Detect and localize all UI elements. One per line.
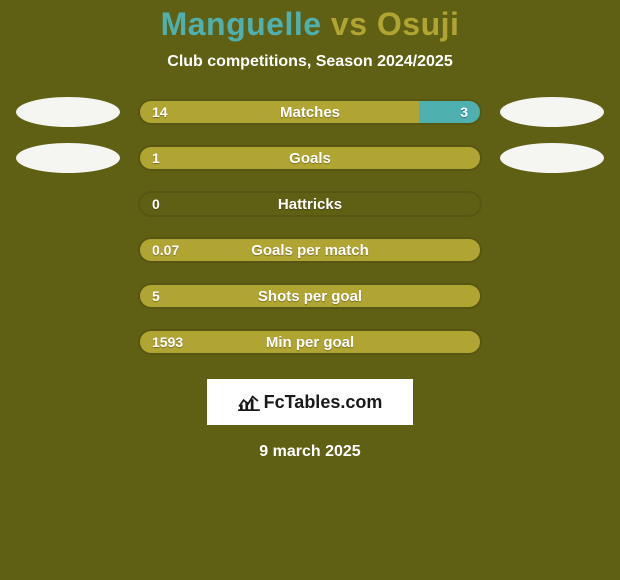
- ellipse-spacer: [500, 235, 604, 265]
- stat-label: Min per goal: [140, 331, 480, 353]
- stat-rows: 143Matches 1Goals 0Hattricks 0.07Goals per …: [0, 99, 620, 355]
- ellipse-spacer: [16, 281, 120, 311]
- player1-name: Manguelle: [161, 6, 322, 42]
- player2-name: Osuji: [377, 6, 460, 42]
- stat-row: 143Matches: [0, 99, 620, 125]
- stat-bar: 1593Min per goal: [138, 329, 482, 355]
- stat-bar: 143Matches: [138, 99, 482, 125]
- vs-text: vs: [331, 6, 368, 42]
- page-title: Manguelle vs Osuji: [0, 6, 620, 43]
- subtitle: Club competitions, Season 2024/2025: [0, 53, 620, 71]
- ellipse-right: [500, 97, 604, 127]
- stat-row: 0Hattricks: [0, 191, 620, 217]
- ellipse-spacer: [500, 327, 604, 357]
- ellipse-spacer: [16, 327, 120, 357]
- stat-row: 1593Min per goal: [0, 329, 620, 355]
- ellipse-spacer: [500, 281, 604, 311]
- stat-bar: 0Hattricks: [138, 191, 482, 217]
- infographic-container: Manguelle vs Osuji Club competitions, Se…: [0, 0, 620, 580]
- ellipse-right: [500, 143, 604, 173]
- stat-row: 5Shots per goal: [0, 283, 620, 309]
- ellipse-left: [16, 97, 120, 127]
- stat-row: 1Goals: [0, 145, 620, 171]
- stat-label: Hattricks: [140, 193, 480, 215]
- stat-label: Shots per goal: [140, 285, 480, 307]
- stat-bar: 1Goals: [138, 145, 482, 171]
- stat-label: Goals: [140, 147, 480, 169]
- stat-label: Goals per match: [140, 239, 480, 261]
- stat-bar: 5Shots per goal: [138, 283, 482, 309]
- footer-date: 9 march 2025: [0, 443, 620, 461]
- chart-icon: [238, 393, 260, 411]
- ellipse-spacer: [16, 189, 120, 219]
- ellipse-spacer: [16, 235, 120, 265]
- stat-label: Matches: [140, 101, 480, 123]
- stat-bar: 0.07Goals per match: [138, 237, 482, 263]
- footer-logo-text: FcTables.com: [264, 392, 383, 413]
- footer-logo: FcTables.com: [207, 379, 413, 425]
- stat-row: 0.07Goals per match: [0, 237, 620, 263]
- ellipse-spacer: [500, 189, 604, 219]
- ellipse-left: [16, 143, 120, 173]
